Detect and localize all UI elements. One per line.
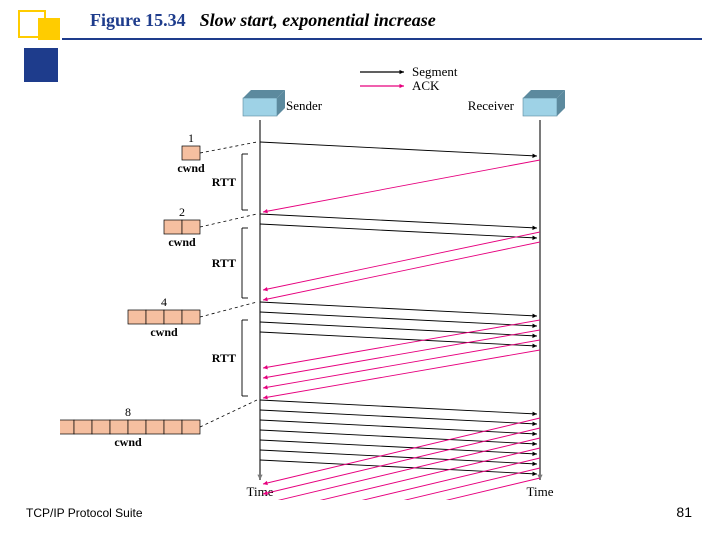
svg-text:Segment: Segment xyxy=(412,64,458,79)
page-number: 81 xyxy=(676,504,692,520)
svg-text:Sender: Sender xyxy=(286,98,323,113)
svg-text:Time: Time xyxy=(247,484,274,499)
figure-number: Figure 15.34 xyxy=(90,10,186,31)
svg-text:8: 8 xyxy=(125,405,131,419)
svg-text:cwnd: cwnd xyxy=(114,435,142,449)
svg-text:ACK: ACK xyxy=(412,78,440,93)
svg-text:2: 2 xyxy=(179,205,185,219)
svg-text:RTT: RTT xyxy=(212,256,236,270)
svg-text:1: 1 xyxy=(188,131,194,145)
figure-caption: Slow start, exponential increase xyxy=(200,10,436,31)
svg-text:4: 4 xyxy=(161,295,167,309)
title-underline xyxy=(62,38,702,40)
svg-text:RTT: RTT xyxy=(212,175,236,189)
slow-start-diagram: SegmentACK Sender Receiver Time Time 1 cwnd 2 cw… xyxy=(60,60,660,500)
svg-text:Receiver: Receiver xyxy=(468,98,515,113)
slide-title: Figure 15.34 Slow start, exponential inc… xyxy=(90,10,436,31)
svg-text:cwnd: cwnd xyxy=(150,325,178,339)
svg-text:Time: Time xyxy=(527,484,554,499)
svg-text:RTT: RTT xyxy=(212,351,236,365)
footer-text: TCP/IP Protocol Suite xyxy=(26,506,143,520)
svg-text:cwnd: cwnd xyxy=(168,235,196,249)
svg-text:cwnd: cwnd xyxy=(177,161,205,175)
